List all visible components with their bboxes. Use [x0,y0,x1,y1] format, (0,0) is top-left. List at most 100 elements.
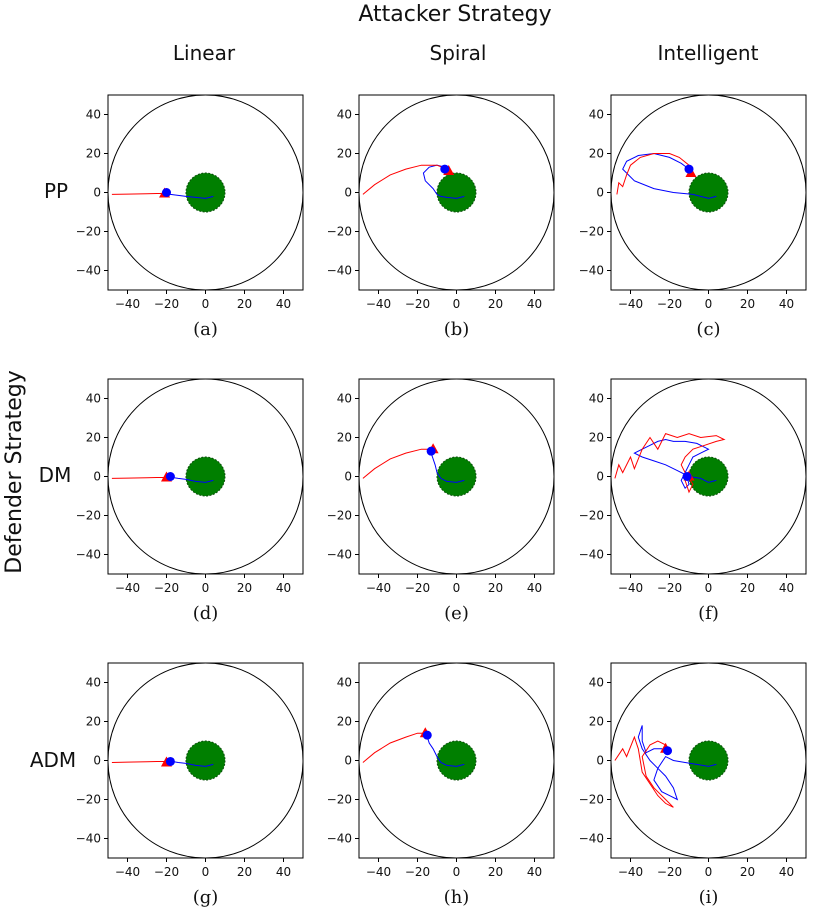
defender-trajectory [622,152,717,199]
panel-caption: (g) [193,887,219,907]
y-tick-label: 20 [86,431,101,445]
attacker-trajectory [362,448,434,479]
x-tick-label: −40 [115,297,140,311]
defender-marker [165,756,175,766]
x-tick-label: 40 [527,297,542,311]
y-tick-label: 40 [589,676,604,690]
x-tick-label: 20 [740,581,755,595]
plot-area [359,379,554,574]
y-tick-label: −20 [327,225,352,239]
plot-area [611,379,806,574]
y-tick-label: 20 [589,147,604,161]
x-tick-label: −40 [618,581,643,595]
attacker-trajectory [362,164,447,195]
plot-area [108,379,303,574]
y-tick-label: −20 [579,225,604,239]
panel-caption: (b) [444,319,470,340]
x-tick-label: 20 [237,581,252,595]
x-tick-label: 0 [453,581,461,595]
x-tick-label: 20 [237,865,252,879]
y-tick-label: 20 [589,431,604,445]
y-tick-label: 40 [86,108,101,122]
panel-caption: (e) [444,603,469,624]
y-tick-label: 20 [337,431,352,445]
x-tick-label: 0 [705,581,713,595]
defender-marker [422,730,432,740]
x-tick-label: −20 [405,581,430,595]
panel-d: −40 −20 0 20 40 −40 −20 0 20 40 (d) [76,378,304,624]
defender-marker [165,472,175,481]
y-tick-label: 40 [337,108,352,122]
x-tick-label: −40 [618,297,643,311]
x-tick-label: 0 [705,297,713,311]
x-tick-label: −20 [154,297,179,311]
x-tick-label: −20 [405,865,430,879]
x-tick-label: −40 [366,865,391,879]
y-tick-label: −40 [76,264,101,278]
panel-c: −40 −20 0 20 40 −40 −20 0 20 40 (c) [579,94,807,340]
panel-b: −40 −20 0 20 40 −40 −20 0 20 40 (b) [327,94,555,340]
x-tick-label: −40 [618,865,643,879]
x-tick-label: 40 [779,581,794,595]
x-tick-label: 40 [527,865,542,879]
y-tick-label: −40 [579,264,604,278]
panel-caption: (c) [696,319,720,340]
y-tick-label: −20 [76,225,101,239]
y-tick-label: 40 [86,392,101,406]
attacker-trajectory [362,732,426,763]
defender-marker [426,446,436,456]
target-zone [688,172,729,213]
x-tick-label: 0 [202,865,210,879]
attacker-trajectory [614,735,674,808]
x-tick-label: −40 [115,581,140,595]
x-tick-label: 20 [488,297,503,311]
x-tick-label: 20 [740,865,755,879]
y-tick-label: 40 [337,676,352,690]
x-tick-label: −40 [366,297,391,311]
y-tick-label: 0 [344,186,352,200]
defender-marker [682,472,692,481]
defender-strategy-title: Defender Strategy [2,370,27,574]
target-zone [688,456,729,497]
x-tick-label: 40 [276,581,291,595]
y-tick-label: 20 [86,715,101,729]
column-label-spiral: Spiral [430,41,487,65]
x-tick-label: 40 [779,865,794,879]
column-label-intelligent: Intelligent [658,41,759,65]
row-label-dm: DM [39,463,72,487]
column-label-linear: Linear [173,41,236,65]
panel-e: −40 −20 0 20 40 −40 −20 0 20 40 (e) [327,378,555,624]
y-tick-label: −40 [327,548,352,562]
x-tick-label: 0 [202,581,210,595]
panel-caption: (h) [444,887,470,907]
plot-area [611,663,806,858]
target-zone [185,172,226,213]
y-tick-label: 40 [86,676,101,690]
target-zone [436,740,477,781]
y-tick-label: −20 [327,509,352,523]
plot-area [359,663,554,858]
panel-h: −40 −20 0 20 40 −40 −20 0 20 40 (h) [327,662,555,907]
plot-area [611,95,806,290]
y-tick-label: 0 [93,186,101,200]
y-tick-label: −20 [579,509,604,523]
plot-area [359,95,554,290]
y-tick-label: 0 [344,470,352,484]
y-tick-label: 40 [589,392,604,406]
defender-trajectory [637,725,717,801]
plot-area [108,663,303,858]
x-tick-label: 0 [453,297,461,311]
y-tick-label: −40 [76,548,101,562]
x-tick-label: −20 [657,865,682,879]
panel-caption: (f) [698,603,719,624]
y-tick-label: −40 [327,264,352,278]
y-tick-label: 0 [93,754,101,768]
y-tick-label: 20 [86,147,101,161]
x-tick-label: −40 [115,865,140,879]
y-tick-label: −40 [76,832,101,846]
x-tick-label: 40 [276,865,291,879]
row-label-pp: PP [44,179,68,203]
x-tick-label: 40 [276,297,291,311]
attacker-trajectory [616,153,692,195]
